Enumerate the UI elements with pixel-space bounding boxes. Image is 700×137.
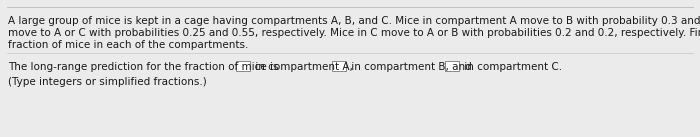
- Bar: [445, 61, 459, 71]
- Text: move to A or C with probabilities 0.25 and 0.55, respectively. Mice in C move to: move to A or C with probabilities 0.25 a…: [8, 28, 700, 38]
- Text: A large group of mice is kept in a cage having compartments A, B, and C. Mice in: A large group of mice is kept in a cage …: [8, 16, 700, 26]
- Bar: [332, 61, 346, 71]
- Text: in compartment B, and: in compartment B, and: [348, 62, 475, 72]
- Text: in compartment C.: in compartment C.: [461, 62, 562, 72]
- Text: (Type integers or simplified fractions.): (Type integers or simplified fractions.): [8, 77, 206, 87]
- Text: in compartment A,: in compartment A,: [252, 62, 356, 72]
- Text: The long-range prediction for the fraction of mice is: The long-range prediction for the fracti…: [8, 62, 281, 72]
- Bar: [236, 61, 250, 71]
- Text: fraction of mice in each of the compartments.: fraction of mice in each of the compartm…: [8, 40, 248, 50]
